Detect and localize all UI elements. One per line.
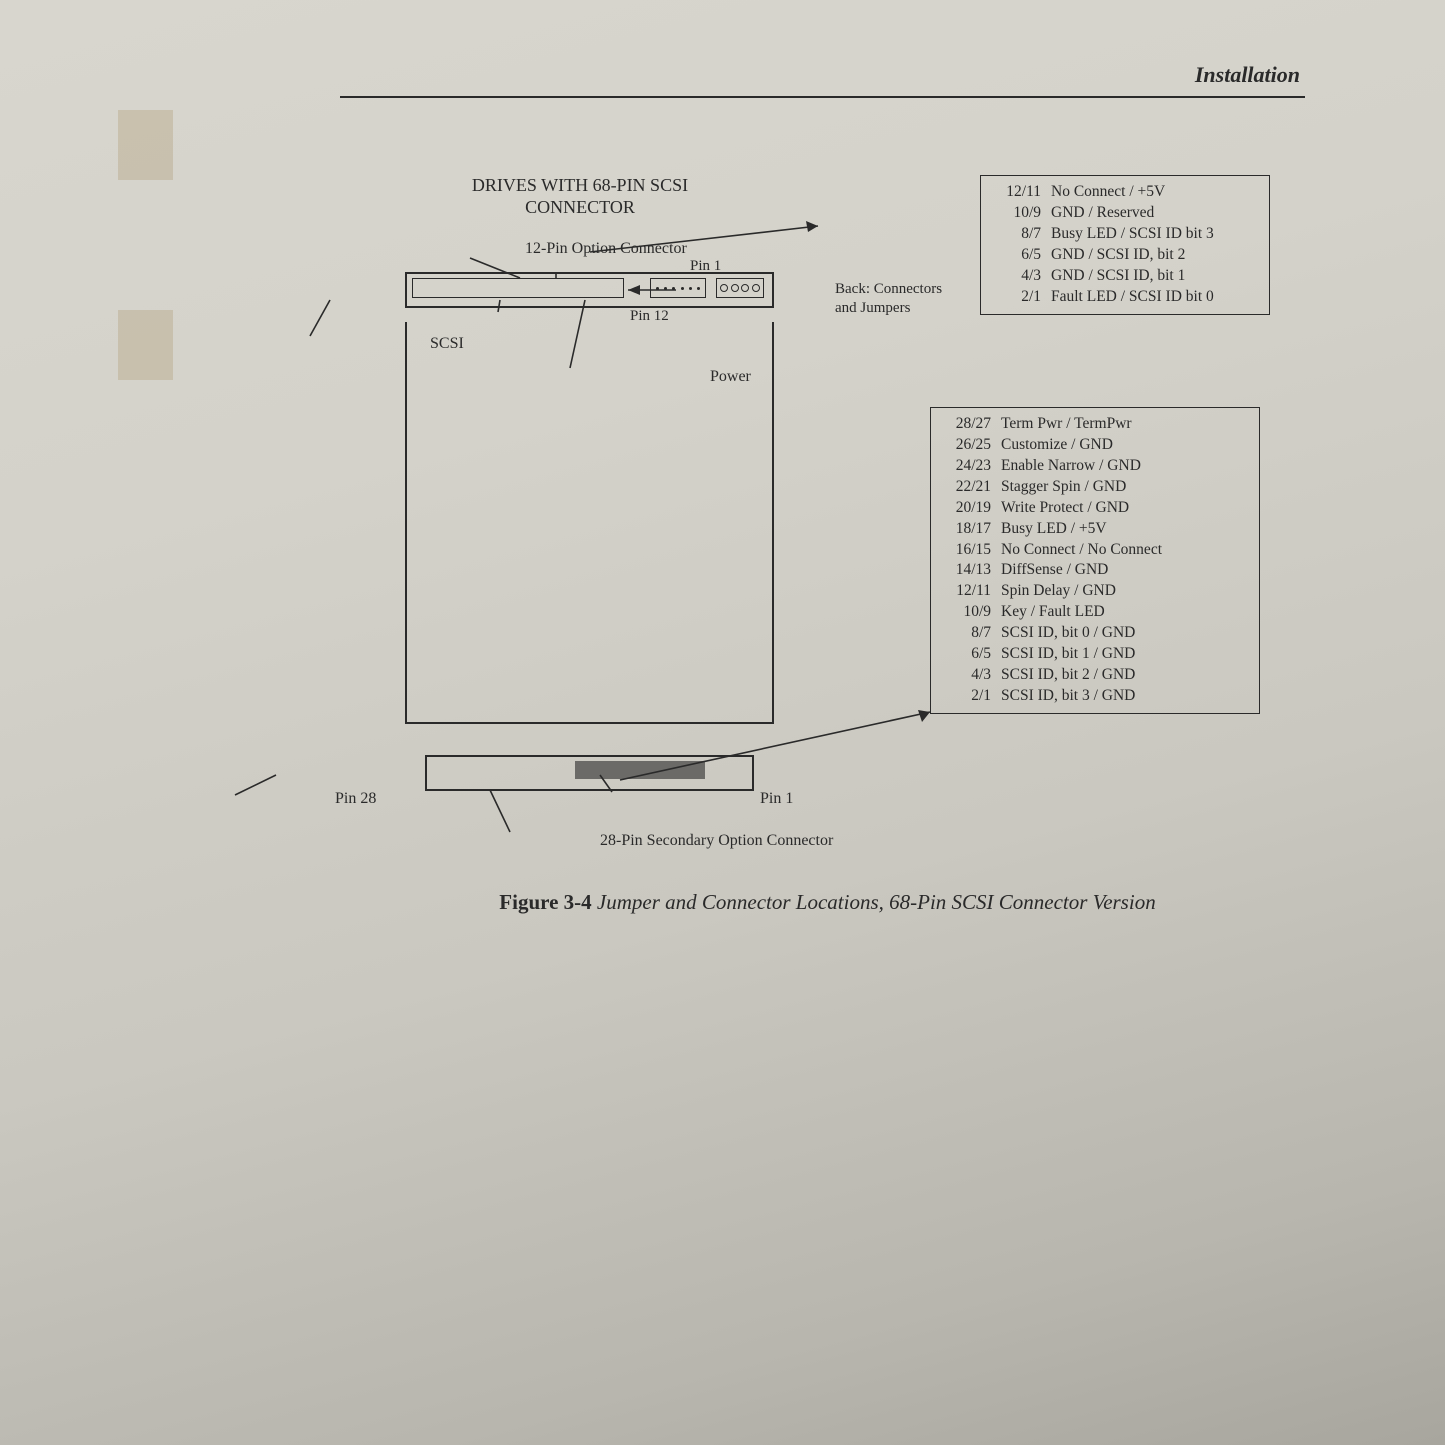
pinout-row: 10/9GND / Reserved xyxy=(989,203,1259,224)
pinout-row: 12/11No Connect / +5V xyxy=(989,182,1259,203)
pinout-row: 2/1SCSI ID, bit 3 / GND xyxy=(939,686,1249,707)
figure-number: Figure 3-4 xyxy=(499,890,591,914)
pin-numbers: 16/15 xyxy=(939,540,1001,561)
twenty-eight-pin-table: 28/27Term Pwr / TermPwr26/25Customize / … xyxy=(930,407,1260,714)
pinout-row: 10/9Key / Fault LED xyxy=(939,602,1249,623)
pin-numbers: 2/1 xyxy=(989,287,1051,308)
pin-description: SCSI ID, bit 2 / GND xyxy=(1001,665,1135,686)
pinout-row: 4/3SCSI ID, bit 2 / GND xyxy=(939,665,1249,686)
option-connector-outline xyxy=(650,278,706,298)
figure-caption: Figure 3-4 Jumper and Connector Location… xyxy=(410,890,1245,915)
pin-numbers: 10/9 xyxy=(989,203,1051,224)
pinout-row: 8/7SCSI ID, bit 0 / GND xyxy=(939,623,1249,644)
pin-numbers: 10/9 xyxy=(939,602,1001,623)
pin-description: Enable Narrow / GND xyxy=(1001,456,1141,477)
pin-28-label: Pin 28 xyxy=(335,790,376,808)
power-connector-outline xyxy=(716,278,764,298)
twelve-pin-table: 12/11No Connect / +5V10/9GND / Reserved8… xyxy=(980,175,1270,315)
pin-description: Stagger Spin / GND xyxy=(1001,477,1126,498)
pin-numbers: 8/7 xyxy=(939,623,1001,644)
pin-numbers: 24/23 xyxy=(939,456,1001,477)
pin-description: SCSI ID, bit 1 / GND xyxy=(1001,644,1135,665)
pin-description: SCSI ID, bit 0 / GND xyxy=(1001,623,1135,644)
pin-description: Write Protect / GND xyxy=(1001,498,1129,519)
back-label-line1: Back: Connectors xyxy=(835,281,942,297)
pinout-row: 2/1Fault LED / SCSI ID bit 0 xyxy=(989,287,1259,308)
pin-description: Key / Fault LED xyxy=(1001,602,1105,623)
pinout-row: 24/23Enable Narrow / GND xyxy=(939,456,1249,477)
pin-description: No Connect / +5V xyxy=(1051,182,1165,203)
pin-numbers: 4/3 xyxy=(989,266,1051,287)
pinout-row: 14/13DiffSense / GND xyxy=(939,560,1249,581)
pinout-row: 16/15No Connect / No Connect xyxy=(939,540,1249,561)
drive-title-line2: CONNECTOR xyxy=(525,197,635,217)
drive-body-outline xyxy=(405,322,774,724)
pinout-row: 4/3GND / SCSI ID, bit 1 xyxy=(989,266,1259,287)
pinout-row: 6/5GND / SCSI ID, bit 2 xyxy=(989,245,1259,266)
pinout-row: 12/11Spin Delay / GND xyxy=(939,581,1249,602)
pin-description: GND / SCSI ID, bit 2 xyxy=(1051,245,1185,266)
pin-description: Term Pwr / TermPwr xyxy=(1001,414,1132,435)
header-rule xyxy=(340,96,1305,98)
pin-description: GND / SCSI ID, bit 1 xyxy=(1051,266,1185,287)
scsi-connector-outline xyxy=(412,278,624,298)
pinout-row: 28/27Term Pwr / TermPwr xyxy=(939,414,1249,435)
pin-description: GND / Reserved xyxy=(1051,203,1154,224)
secondary-connector-label: 28-Pin Secondary Option Connector xyxy=(600,832,833,850)
back-label-line2: and Jumpers xyxy=(835,300,910,316)
pin-numbers: 22/21 xyxy=(939,477,1001,498)
pin-numbers: 14/13 xyxy=(939,560,1001,581)
pin-numbers: 6/5 xyxy=(989,245,1051,266)
pinout-row: 22/21Stagger Spin / GND xyxy=(939,477,1249,498)
pin-description: SCSI ID, bit 3 / GND xyxy=(1001,686,1135,707)
pin-numbers: 2/1 xyxy=(939,686,1001,707)
pin-description: Busy LED / SCSI ID bit 3 xyxy=(1051,224,1214,245)
drive-title-line1: DRIVES WITH 68-PIN SCSI xyxy=(472,175,688,195)
pin-numbers: 18/17 xyxy=(939,519,1001,540)
pin-numbers: 28/27 xyxy=(939,414,1001,435)
pinout-row: 20/19Write Protect / GND xyxy=(939,498,1249,519)
pin-numbers: 26/25 xyxy=(939,435,1001,456)
back-connectors-label: Back: Connectors and Jumpers xyxy=(835,280,942,318)
pin-description: Customize / GND xyxy=(1001,435,1113,456)
drive-title: DRIVES WITH 68-PIN SCSI CONNECTOR xyxy=(440,175,720,218)
pinout-row: 18/17Busy LED / +5V xyxy=(939,519,1249,540)
pin-description: No Connect / No Connect xyxy=(1001,540,1162,561)
figure-title: Jumper and Connector Locations, 68-Pin S… xyxy=(597,890,1156,914)
pin-numbers: 12/11 xyxy=(989,182,1051,203)
pin-description: DiffSense / GND xyxy=(1001,560,1108,581)
pin-description: Busy LED / +5V xyxy=(1001,519,1107,540)
pin-description: Fault LED / SCSI ID bit 0 xyxy=(1051,287,1214,308)
pinout-row: 26/25Customize / GND xyxy=(939,435,1249,456)
pin-numbers: 20/19 xyxy=(939,498,1001,519)
secondary-connector-header xyxy=(575,761,705,779)
pin-1-bottom-label: Pin 1 xyxy=(760,790,793,808)
pin-numbers: 4/3 xyxy=(939,665,1001,686)
pin-numbers: 6/5 xyxy=(939,644,1001,665)
pin-numbers: 8/7 xyxy=(989,224,1051,245)
document-page: Installation DRIVES WITH 68-PIN SCSI CON… xyxy=(150,0,1385,1445)
pin-numbers: 12/11 xyxy=(939,581,1001,602)
pinout-row: 8/7Busy LED / SCSI ID bit 3 xyxy=(989,224,1259,245)
pin-description: Spin Delay / GND xyxy=(1001,581,1116,602)
pinout-row: 6/5SCSI ID, bit 1 / GND xyxy=(939,644,1249,665)
twelve-pin-option-label: 12-Pin Option Connector xyxy=(525,240,687,258)
page-header-section: Installation xyxy=(1195,62,1300,88)
